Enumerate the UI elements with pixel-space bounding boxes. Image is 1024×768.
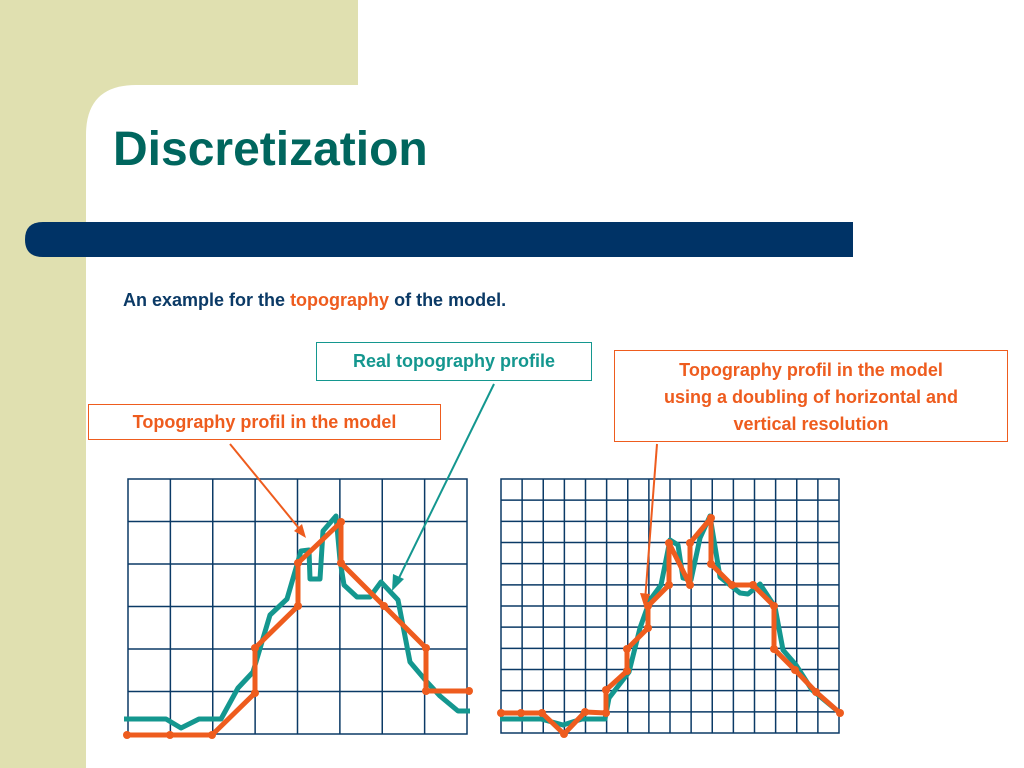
- model-profile-left-marker: [422, 687, 430, 695]
- model-profile-right-marker: [517, 709, 525, 717]
- model-profile-right-marker: [707, 514, 715, 522]
- model-profile-left-marker: [380, 602, 388, 610]
- model-profile-left-marker: [337, 518, 345, 526]
- model-profile-right-marker: [644, 624, 652, 632]
- model-profile-right-marker: [791, 666, 799, 674]
- fine-grid: [500, 478, 840, 734]
- model-profile-right-marker: [749, 581, 757, 589]
- callout-arrow-double: [644, 443, 658, 602]
- model-profile-left-markers: [123, 518, 473, 739]
- model-profile-right-marker: [770, 645, 778, 653]
- model-profile-left-marker: [294, 602, 302, 610]
- model-profile-right-marker: [728, 581, 736, 589]
- coarse-grid: [127, 478, 468, 735]
- callout-real-topography: Real topography profile: [316, 342, 592, 381]
- callout-double-line-2: using a doubling of horizontal and: [664, 387, 958, 407]
- model-profile-right-markers: [497, 514, 844, 738]
- model-profile-left-marker: [251, 644, 259, 652]
- model-profile-left-marker: [251, 689, 259, 697]
- callout-double-line-3: vertical resolution: [733, 414, 889, 434]
- slide-title: Discretization: [113, 123, 428, 176]
- callout-arrowhead-real: [392, 574, 404, 591]
- model-profile-right: [501, 515, 842, 737]
- callout-arrowhead-double: [640, 593, 650, 609]
- title-accent-bar: [25, 222, 853, 257]
- subtitle-text-start: An example for the: [123, 290, 286, 310]
- slide-subtitle: An example for the topography of the mod…: [123, 290, 506, 311]
- model-profile-right-marker: [497, 709, 505, 717]
- model-profile-right-marker: [602, 686, 610, 694]
- callout-model-topography: Topography profil in the model: [88, 404, 441, 440]
- callout-doubled-resolution: Topography profil in the model using a d…: [614, 350, 1008, 442]
- model-profile-right-marker: [665, 581, 673, 589]
- subtitle-text-end: of the model.: [394, 290, 507, 310]
- model-profile-right-marker: [836, 709, 844, 717]
- callout-arrow-model: [229, 443, 303, 533]
- real-profile-left: [124, 513, 470, 731]
- model-profile-right-marker: [560, 730, 568, 738]
- model-profile-right-marker: [602, 709, 610, 717]
- model-profile-left-marker: [337, 559, 345, 567]
- model-profile-right-marker: [812, 688, 820, 696]
- model-profile-right-marker: [686, 539, 694, 547]
- callout-double-line-1: Topography profil in the model: [679, 360, 943, 380]
- subtitle-highlight: topography: [290, 290, 390, 310]
- callout-arrow-real: [395, 383, 495, 585]
- model-profile-right-marker: [538, 709, 546, 717]
- callout-arrowhead-model: [294, 524, 306, 538]
- model-profile-left-marker: [465, 687, 473, 695]
- model-profile-right-marker: [770, 602, 778, 610]
- model-profile-left-marker: [422, 644, 430, 652]
- model-profile-left-marker: [294, 559, 302, 567]
- model-profile-left-marker: [166, 731, 174, 739]
- model-profile-right-marker: [581, 708, 589, 716]
- model-profile-right-marker: [623, 667, 631, 675]
- model-profile-right-marker: [665, 539, 673, 547]
- model-profile-left-marker: [208, 731, 216, 739]
- model-profile-right-marker: [707, 560, 715, 568]
- model-profile-left-marker: [123, 731, 131, 739]
- model-profile-right-marker: [623, 645, 631, 653]
- model-profile-right-marker: [686, 581, 694, 589]
